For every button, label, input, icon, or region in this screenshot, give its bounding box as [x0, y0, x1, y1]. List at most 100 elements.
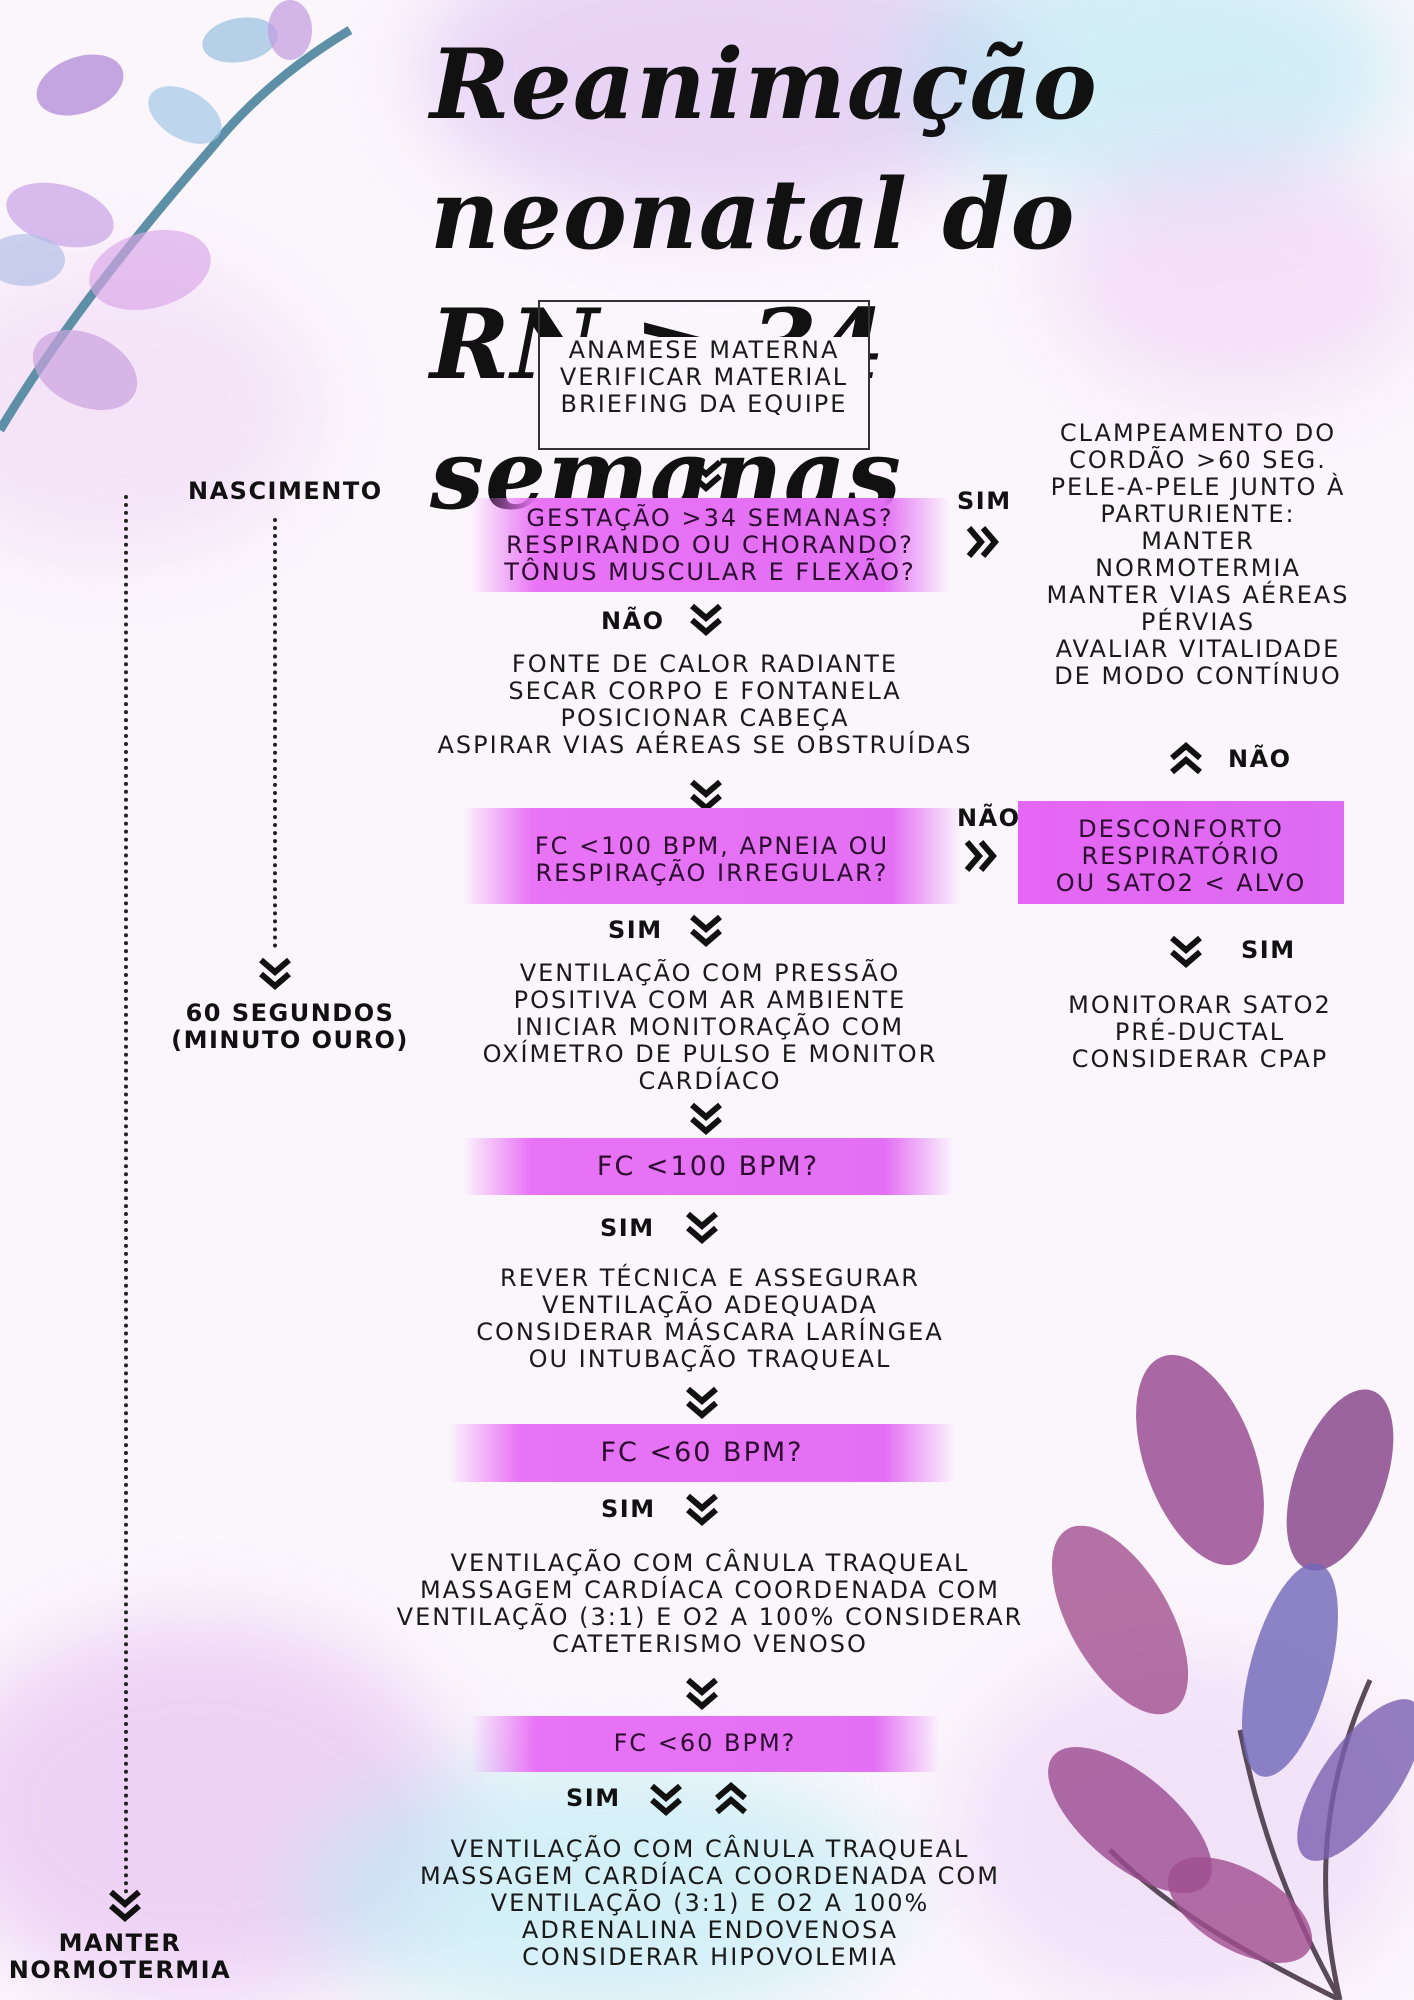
timeline-dotted-line: [124, 495, 128, 1895]
yes-label: SIM: [566, 1784, 621, 1812]
chevron-down-icon: [690, 459, 722, 492]
chevron-down-icon: [690, 603, 722, 636]
review-line: REVER TÉCNICA E ASSEGURAR: [500, 1264, 920, 1292]
yes-label: SIM: [1241, 936, 1296, 964]
no-label: NÃO: [957, 804, 1021, 832]
keep-temperature-line: NORMOTERMIA: [8, 1956, 232, 1984]
chevron-down-icon: [686, 1211, 718, 1244]
ppv-line: INICIAR MONITORAÇÃO COM: [515, 1013, 905, 1041]
prep-line: BRIEFING DA EQUIPE: [560, 390, 848, 418]
routine-care-line: DE MODO CONTÍNUO: [1054, 662, 1342, 690]
question-line: RESPIRANDO OU CHORANDO?: [506, 531, 914, 559]
yes-label: SIM: [957, 487, 1012, 515]
leaf-branch-decoration: [0, 0, 353, 433]
routine-care-line: MANTER VIAS AÉREAS: [1046, 581, 1350, 609]
question-line: GESTAÇÃO >34 SEMANAS?: [526, 504, 894, 532]
routine-care-line: CLAMPEAMENTO DO: [1059, 419, 1337, 447]
review-technique-text: REVER TÉCNICA E ASSEGURAR VENTILAÇÃO ADE…: [420, 1265, 1000, 1373]
question-heart-rate-100-band: FC <100 BPM?: [462, 1138, 954, 1195]
compression-line: VENTILAÇÃO (3:1) E O2 A 100% CONSIDERAR: [396, 1603, 1024, 1631]
adrenaline-line: VENTILAÇÃO (3:1) E O2 A 100%: [490, 1889, 930, 1917]
yes-label: SIM: [600, 1214, 655, 1242]
chevron-down-icon: [1170, 935, 1202, 968]
routine-care-line: PÉRVIAS: [1140, 608, 1256, 636]
monitor-line: PRÉ-DUCTAL: [1114, 1018, 1286, 1046]
chevron-down-icon: [259, 957, 291, 990]
initial-steps-text: FONTE DE CALOR RADIANTE SECAR CORPO E FO…: [400, 651, 1010, 759]
distress-line: RESPIRATÓRIO: [1081, 842, 1281, 870]
chevron-up-icon: [715, 1782, 747, 1815]
no-label: NÃO: [601, 607, 665, 635]
review-line: CONSIDERAR MÁSCARA LARÍNGEA: [476, 1318, 944, 1346]
adrenaline-line: VENTILAÇÃO COM CÂNULA TRAQUEAL: [450, 1835, 970, 1863]
question-gestation-band: GESTAÇÃO >34 SEMANAS? RESPIRANDO OU CHOR…: [470, 498, 950, 592]
yes-label: SIM: [601, 1495, 656, 1523]
chest-compression-text: VENTILAÇÃO COM CÂNULA TRAQUEAL MASSAGEM …: [340, 1550, 1080, 1658]
compression-line: CATETERISMO VENOSO: [552, 1630, 868, 1658]
monitor-line: CONSIDERAR CPAP: [1071, 1045, 1329, 1073]
adrenaline-text: VENTILAÇÃO COM CÂNULA TRAQUEAL MASSAGEM …: [340, 1836, 1080, 1971]
question-heart-rate-60-band: FC <60 BPM?: [448, 1424, 956, 1482]
question-heart-rate-apnea-band: FC <100 BPM, APNEIA OU RESPIRAÇÃO IRREGU…: [462, 808, 962, 904]
no-label: NÃO: [1228, 745, 1292, 773]
ppv-line: POSITIVA COM AR AMBIENTE: [513, 986, 907, 1014]
chevron-down-icon: [109, 1889, 141, 1922]
routine-care-line: NORMOTERMIA: [1095, 554, 1301, 582]
distress-line: OU SATO2 < ALVO: [1055, 869, 1307, 897]
ppv-steps-text: VENTILAÇÃO COM PRESSÃO POSITIVA COM AR A…: [440, 960, 980, 1095]
chevron-down-icon: [650, 1783, 682, 1816]
initial-steps-line: SECAR CORPO E FONTANELA: [508, 677, 902, 705]
routine-care-text: CLAMPEAMENTO DO CORDÃO >60 SEG. PELE-A-P…: [1018, 420, 1378, 690]
keep-temperature-label: MANTER NORMOTERMIA: [0, 1930, 240, 1984]
question-line: TÔNUS MUSCULAR E FLEXÃO?: [504, 558, 916, 586]
respiratory-distress-band: DESCONFORTO RESPIRATÓRIO OU SATO2 < ALVO: [1018, 801, 1344, 904]
golden-minute-dotted-line: [273, 518, 277, 948]
adrenaline-line: ADRENALINA ENDOVENOSA: [521, 1916, 899, 1944]
chevron-right-icon: [964, 840, 997, 872]
question-heart-rate-60-repeat-band: FC <60 BPM?: [470, 1716, 940, 1772]
adrenaline-line: CONSIDERAR HIPOVOLEMIA: [522, 1943, 898, 1971]
chevron-down-icon: [690, 914, 722, 947]
routine-care-line: CORDÃO >60 SEG.: [1069, 446, 1327, 474]
chevron-down-icon: [686, 1677, 718, 1710]
routine-care-line: AVALIAR VITALIDADE: [1055, 635, 1341, 663]
chevron-right-icon: [966, 526, 999, 558]
golden-minute-line: (MINUTO OURO): [171, 1026, 409, 1054]
ppv-line: OXÍMETRO DE PULSO E MONITOR: [482, 1040, 938, 1068]
review-line: OU INTUBAÇÃO TRAQUEAL: [528, 1345, 892, 1373]
leaf-plant-decoration: [1048, 1354, 1414, 2000]
compression-line: VENTILAÇÃO COM CÂNULA TRAQUEAL: [450, 1549, 970, 1577]
question-line: RESPIRAÇÃO IRREGULAR?: [535, 859, 889, 887]
initial-steps-line: ASPIRAR VIAS AÉREAS SE OBSTRUÍDAS: [437, 731, 973, 759]
question-line: FC <100 BPM, APNEIA OU: [534, 832, 890, 860]
birth-label: NASCIMENTO: [188, 477, 383, 505]
distress-line: DESCONFORTO: [1078, 815, 1284, 843]
initial-steps-line: FONTE DE CALOR RADIANTE: [511, 650, 899, 678]
title-line-1: Reanimação neonatal do: [430, 28, 1098, 271]
prep-box: ANAMESE MATERNA VERIFICAR MATERIAL BRIEF…: [538, 300, 870, 450]
chevron-up-icon: [1170, 742, 1202, 775]
prep-line: VERIFICAR MATERIAL: [559, 363, 849, 391]
routine-care-line: PELE-A-PELE JUNTO À: [1050, 473, 1346, 501]
keep-temperature-line: MANTER: [58, 1929, 182, 1957]
prep-line: ANAMESE MATERNA: [568, 336, 840, 364]
golden-minute-line: 60 SEGUNDOS: [185, 999, 395, 1027]
review-line: VENTILAÇÃO ADEQUADA: [542, 1291, 878, 1319]
chevron-down-icon: [686, 1493, 718, 1526]
golden-minute-label: 60 SEGUNDOS (MINUTO OURO): [160, 1000, 420, 1054]
question-line: FC <100 BPM?: [596, 1151, 820, 1182]
monitor-line: MONITORAR SATO2: [1068, 991, 1332, 1019]
ppv-line: VENTILAÇÃO COM PRESSÃO: [519, 959, 901, 987]
routine-care-line: PARTURIENTE:: [1100, 500, 1296, 528]
compression-line: MASSAGEM CARDÍACA COORDENADA COM: [419, 1576, 1001, 1604]
ppv-line: CARDÍACO: [638, 1067, 782, 1095]
routine-care-line: MANTER: [1141, 527, 1255, 555]
adrenaline-line: MASSAGEM CARDÍACA COORDENADA COM: [419, 1862, 1001, 1890]
chevron-down-icon: [690, 779, 722, 812]
chevron-down-icon: [686, 1386, 718, 1419]
initial-steps-line: POSICIONAR CABEÇA: [560, 704, 850, 732]
chevron-down-icon: [690, 1102, 722, 1135]
yes-label: SIM: [608, 916, 663, 944]
monitor-text: MONITORAR SATO2 PRÉ-DUCTAL CONSIDERAR CP…: [1040, 992, 1360, 1073]
